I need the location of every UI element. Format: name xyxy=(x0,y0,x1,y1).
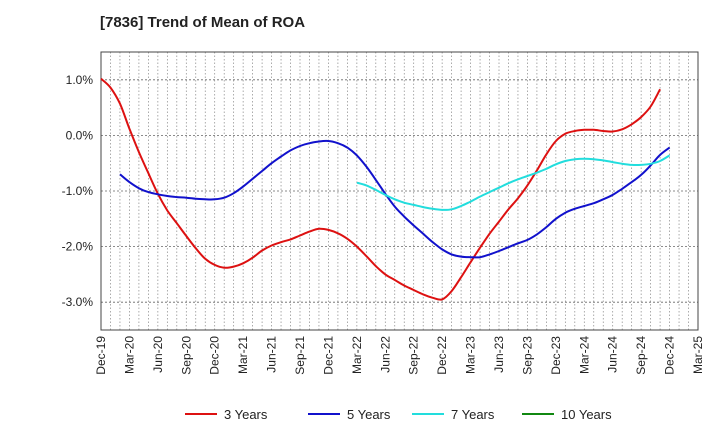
x-tick-label: Sep-22 xyxy=(407,336,421,375)
y-tick-label: 1.0% xyxy=(66,73,94,87)
series-line-5-years xyxy=(119,139,671,259)
x-axis: Dec-19 Mar-20 Jun-20 Sep-20 Dec-20 Mar-21 Jun-… xyxy=(94,336,705,375)
legend-label: 10 Years xyxy=(561,407,612,422)
grid-layer xyxy=(101,52,698,330)
x-tick-label: Dec-19 xyxy=(94,336,108,375)
x-tick-label: Mar-21 xyxy=(236,336,250,374)
x-tick-label: Mar-25 xyxy=(691,336,705,374)
x-tick-label: Sep-23 xyxy=(520,336,534,375)
y-tick-label: 0.0% xyxy=(66,128,94,142)
x-tick-label: Jun-23 xyxy=(492,336,506,373)
x-tick-label: Jun-20 xyxy=(151,336,165,373)
x-tick-label: Dec-23 xyxy=(549,336,563,375)
x-tick-label: Sep-24 xyxy=(634,336,648,375)
legend-label: 7 Years xyxy=(451,407,495,422)
x-tick-label: Sep-20 xyxy=(179,336,193,375)
legend-item-3-years: 3 Years xyxy=(185,407,268,422)
series-layer xyxy=(100,77,671,301)
y-tick-label: -2.0% xyxy=(62,240,94,254)
legend: 3 Years 5 Years 7 Years 10 Years xyxy=(185,407,612,422)
y-axis: 1.0% 0.0% -1.0% -2.0% -3.0% xyxy=(62,73,94,309)
x-tick-label: Dec-21 xyxy=(321,336,335,375)
legend-item-5-years: 5 Years xyxy=(308,407,391,422)
x-tick-label: Sep-21 xyxy=(293,336,307,375)
y-tick-label: -1.0% xyxy=(62,184,94,198)
x-tick-label: Jun-22 xyxy=(378,336,392,373)
x-tick-label: Mar-22 xyxy=(350,336,364,374)
x-tick-label: Mar-23 xyxy=(464,336,478,374)
x-tick-label: Dec-22 xyxy=(435,336,449,375)
plot-border xyxy=(100,51,699,331)
series-line-3-years xyxy=(100,77,661,301)
x-tick-label: Dec-24 xyxy=(663,336,677,375)
legend-item-7-years: 7 Years xyxy=(412,407,495,422)
series-line-7-years xyxy=(356,154,671,211)
legend-item-10-years: 10 Years xyxy=(522,407,612,422)
chart-title: [7836] Trend of Mean of ROA xyxy=(100,14,306,31)
x-tick-label: Dec-20 xyxy=(208,336,222,375)
x-tick-label: Jun-21 xyxy=(265,336,279,373)
legend-label: 3 Years xyxy=(224,407,268,422)
x-tick-label: Mar-20 xyxy=(122,336,136,374)
x-tick-label: Jun-24 xyxy=(606,336,620,373)
legend-label: 5 Years xyxy=(347,407,391,422)
y-tick-label: -3.0% xyxy=(62,295,94,309)
x-tick-label: Mar-24 xyxy=(577,336,591,374)
